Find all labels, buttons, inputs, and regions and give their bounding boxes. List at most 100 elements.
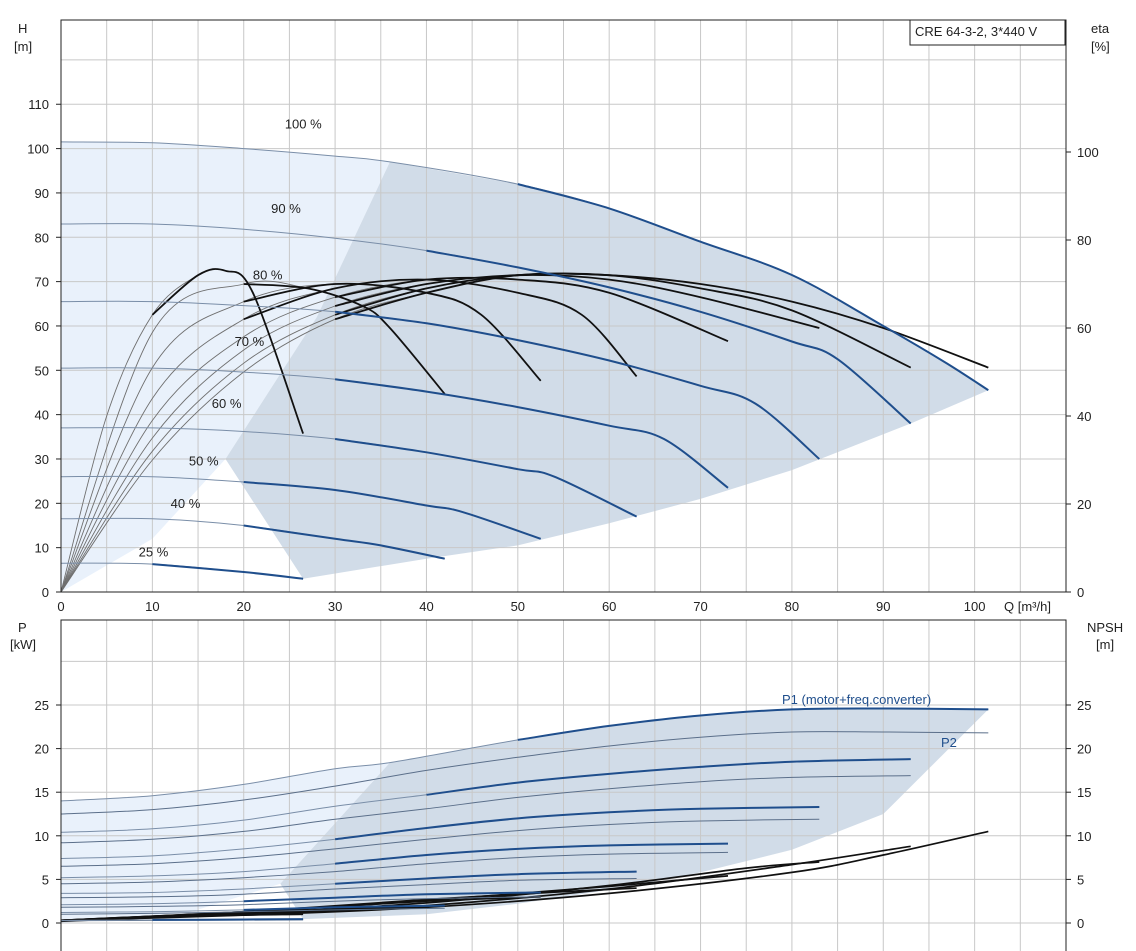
head-tick-label: 90	[35, 186, 49, 201]
head-tick-label: 0	[42, 585, 49, 600]
head-curve	[243, 481, 542, 540]
efficiency-tick-label: 100	[1077, 145, 1099, 160]
head-curve	[152, 563, 304, 580]
efficiency-curve	[334, 276, 729, 343]
speed-label: 100 %	[285, 117, 322, 132]
efficiency-curve	[334, 272, 989, 369]
efficiency-tick-label: 0	[1077, 585, 1084, 600]
x-tick-label: 70	[693, 599, 707, 614]
power-tick-label: 20	[35, 742, 49, 757]
x-tick-label: 30	[328, 599, 342, 614]
power-tick-label: 25	[35, 698, 49, 713]
p2-curve	[60, 775, 911, 844]
pump-model-label: CRE 64-3-2, 3*440 V	[915, 24, 1037, 39]
efficiency-curve	[334, 274, 820, 329]
p1-curve	[152, 918, 304, 921]
head-curve	[243, 524, 445, 560]
head-axis-unit: [m]	[14, 39, 32, 54]
efficiency-curve	[334, 272, 912, 369]
light-power-region	[61, 762, 390, 923]
npsh-tick-label: 0	[1077, 916, 1084, 931]
head-tick-label: 20	[35, 496, 49, 511]
p1-curve	[517, 707, 989, 741]
speed-label: 50 %	[189, 454, 219, 469]
power-axis-label: P	[18, 620, 27, 635]
head-curves	[60, 141, 989, 580]
head-plot-frame	[60, 19, 1067, 593]
npsh-tick-label: 15	[1077, 785, 1091, 800]
head-tick-label: 30	[35, 452, 49, 467]
x-tick-label: 20	[236, 599, 250, 614]
p2-curve	[60, 731, 989, 815]
legend-box	[909, 19, 1066, 46]
head-efficiency-panel: 100 % 90 % 80 % 70 % 60 % 50 % 40 % 25 % 0 10 20 3…	[14, 19, 1110, 614]
x-tick-label: 40	[419, 599, 433, 614]
head-curve	[334, 378, 729, 489]
efficiency-curve	[243, 283, 446, 395]
x-axis-label: Q [m³/h]	[1004, 599, 1051, 614]
x-tick-label: 100	[964, 599, 986, 614]
head-tick-label: 100	[27, 142, 49, 157]
efficiency-tick-label: 60	[1077, 321, 1091, 336]
p2-label: P2	[941, 735, 957, 750]
speed-label: 60 %	[212, 396, 242, 411]
efficiency-curve	[151, 268, 304, 434]
power-tick-label: 0	[42, 916, 49, 931]
npsh-tick-label: 20	[1077, 742, 1091, 757]
p1-curve	[334, 806, 820, 841]
efficiency-axis-unit: [%]	[1091, 39, 1110, 54]
x-tick-label: 60	[602, 599, 616, 614]
efficiency-curves	[60, 268, 989, 593]
npsh-axis-label: NPSH	[1087, 620, 1123, 635]
power-tick-label: 10	[35, 829, 49, 844]
x-tick-label: 90	[876, 599, 890, 614]
speed-label: 90 %	[271, 201, 301, 216]
p1-label: P1 (motor+freq.converter)	[782, 692, 931, 707]
power-tick-label: 5	[42, 872, 49, 887]
p1-curve	[335, 842, 729, 865]
p2-curve	[60, 896, 541, 908]
head-curve	[517, 183, 989, 392]
power-axis-unit: [kW]	[10, 637, 36, 652]
efficiency-tick-labels: 0 20 40 60 80 100	[1066, 145, 1099, 600]
p1-curve	[426, 758, 911, 796]
efficiency-tick-label: 40	[1077, 409, 1091, 424]
speed-label: 40 %	[171, 496, 201, 511]
efficiency-axis-label: eta	[1091, 21, 1110, 36]
x-tick-label: 10	[145, 599, 159, 614]
light-operating-region	[61, 141, 390, 592]
x-tick-label: 0	[57, 599, 64, 614]
head-axis-label: H	[18, 21, 27, 36]
p2-curve	[60, 851, 729, 885]
head-tick-labels: 0 10 20 30 40 50 60 70 80 90 100 110	[27, 97, 61, 600]
npsh-tick-labels: 0 5 10 15 20 25	[1066, 698, 1091, 931]
head-tick-label: 110	[28, 97, 49, 112]
head-tick-label: 60	[35, 319, 49, 334]
head-tick-label: 70	[35, 275, 49, 290]
power-tick-label: 15	[35, 785, 49, 800]
speed-label: 25 %	[139, 545, 169, 560]
p2-curve	[60, 878, 637, 899]
npsh-tick-label: 10	[1077, 829, 1091, 844]
p2-curve	[60, 818, 820, 867]
head-curve	[426, 249, 912, 425]
p1-curves	[60, 707, 989, 921]
p1-curve	[335, 870, 637, 885]
head-tick-label: 80	[35, 230, 49, 245]
power-npsh-panel: 0 5 10 15 20 25 0 5 10 15 20 25 P [kW] NPSH [m] P1…	[10, 619, 1123, 951]
head-curve	[334, 310, 820, 460]
npsh-tick-label: 25	[1077, 698, 1091, 713]
p2-curve	[60, 907, 445, 915]
head-tick-label: 10	[35, 541, 49, 556]
power-plot-frame	[60, 619, 1067, 951]
x-tick-labels: 0 10 20 30 40 50 60 70 80 90 100	[57, 599, 985, 614]
speed-label: 80 %	[253, 267, 283, 282]
speed-label: 70 %	[235, 334, 265, 349]
p2-curves	[60, 731, 989, 922]
npsh-tick-label: 5	[1077, 872, 1084, 887]
efficiency-tick-label: 80	[1077, 233, 1091, 248]
efficiency-curve	[243, 282, 542, 382]
p1-curve	[243, 904, 445, 911]
x-tick-label: 80	[785, 599, 799, 614]
